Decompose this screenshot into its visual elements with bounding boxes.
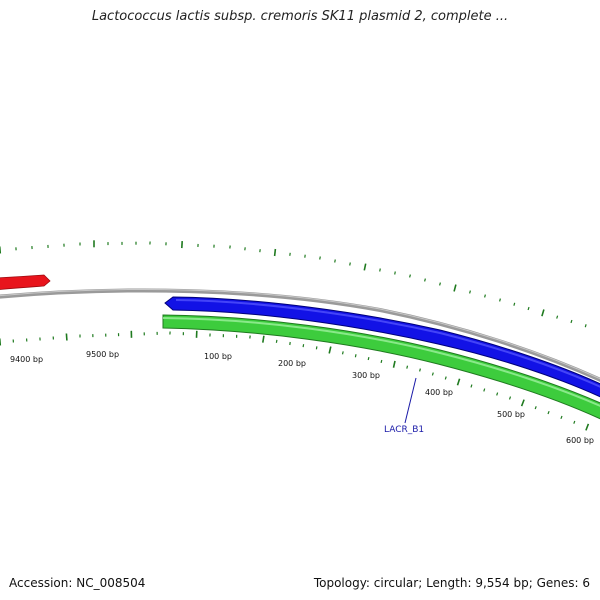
- outer-tick: [499, 298, 501, 302]
- inner-tick: [419, 368, 421, 372]
- blue-feature-arrow[interactable]: [164, 296, 600, 399]
- outer-tick: [513, 302, 516, 306]
- outer-tick: [394, 271, 396, 275]
- inner-tick: [341, 351, 344, 355]
- tick-label: 200 bp: [278, 359, 306, 368]
- inner-tick: [547, 410, 550, 415]
- outer-tick-ring: [0, 240, 587, 328]
- outer-tick: [453, 284, 457, 292]
- outer-tick: [469, 290, 471, 294]
- inner-tick: [406, 365, 409, 369]
- tick-label: 9500 bp: [86, 350, 119, 359]
- inner-tick: [456, 378, 461, 386]
- outer-tick: [556, 315, 559, 319]
- inner-tick: [328, 346, 332, 354]
- outer-tick: [273, 248, 277, 257]
- outer-tick: [409, 274, 411, 278]
- outer-tick: [379, 268, 381, 272]
- plasmid-backbone-highlight: [0, 288, 600, 380]
- outer-tick: [319, 256, 321, 260]
- inner-tick: [573, 420, 576, 424]
- tick-label: 100 bp: [204, 352, 232, 361]
- tick-labels: 9400 bp 9500 bp 100 bp 200 bp 300 bp 400…: [10, 350, 594, 445]
- topology-summary: Topology: circular; Length: 9,554 bp; Ge…: [313, 576, 590, 590]
- outer-tick: [527, 306, 530, 311]
- plasmid-backbone: [0, 288, 600, 382]
- inner-tick: [534, 406, 537, 410]
- outer-tick: [484, 294, 486, 298]
- inner-tick: [470, 384, 473, 388]
- outer-tick: [541, 309, 545, 317]
- gene-label-lacr-b1[interactable]: LACR_B1: [384, 425, 424, 435]
- inner-tick: [444, 376, 447, 380]
- tick-label: 300 bp: [352, 371, 380, 380]
- green-feature[interactable]: [162, 314, 600, 421]
- inner-tick: [354, 354, 357, 358]
- inner-tick: [508, 396, 512, 400]
- tick-label: 500 bp: [497, 410, 525, 419]
- outer-tick: [349, 262, 351, 266]
- tick-label: 400 bp: [425, 388, 453, 397]
- outer-tick: [439, 282, 441, 286]
- green-feature-shine: [162, 317, 600, 407]
- inner-tick: [585, 423, 590, 431]
- inner-tick: [315, 346, 318, 350]
- map-title: Lactococcus lactis subsp. cremoris SK11 …: [91, 9, 509, 24]
- inner-tick: [560, 415, 563, 420]
- inner-tick: [65, 333, 68, 341]
- inner-tick-ring: [0, 330, 590, 431]
- inner-tick: [392, 360, 396, 368]
- inner-tick: [483, 388, 486, 392]
- outer-tick: [570, 319, 573, 324]
- inner-tick: [431, 372, 434, 376]
- inner-tick: [262, 335, 265, 343]
- inner-tick: [380, 359, 383, 364]
- accession-text: Accession: NC_008504: [9, 576, 146, 590]
- outer-tick: [363, 263, 367, 271]
- outer-tick: [334, 259, 336, 263]
- gene-label-leader: [404, 377, 417, 424]
- blue-feature-shine: [175, 299, 600, 388]
- inner-tick: [275, 339, 278, 343]
- inner-tick: [520, 399, 525, 407]
- inner-tick: [367, 356, 370, 361]
- inner-tick: [496, 392, 499, 396]
- inner-tick: [302, 344, 305, 348]
- outer-tick: [424, 278, 426, 282]
- outer-tick: [584, 324, 587, 328]
- tick-label: 9400 bp: [10, 355, 43, 364]
- tick-label: 600 bp: [566, 436, 594, 445]
- red-feature-arrow[interactable]: [0, 274, 51, 290]
